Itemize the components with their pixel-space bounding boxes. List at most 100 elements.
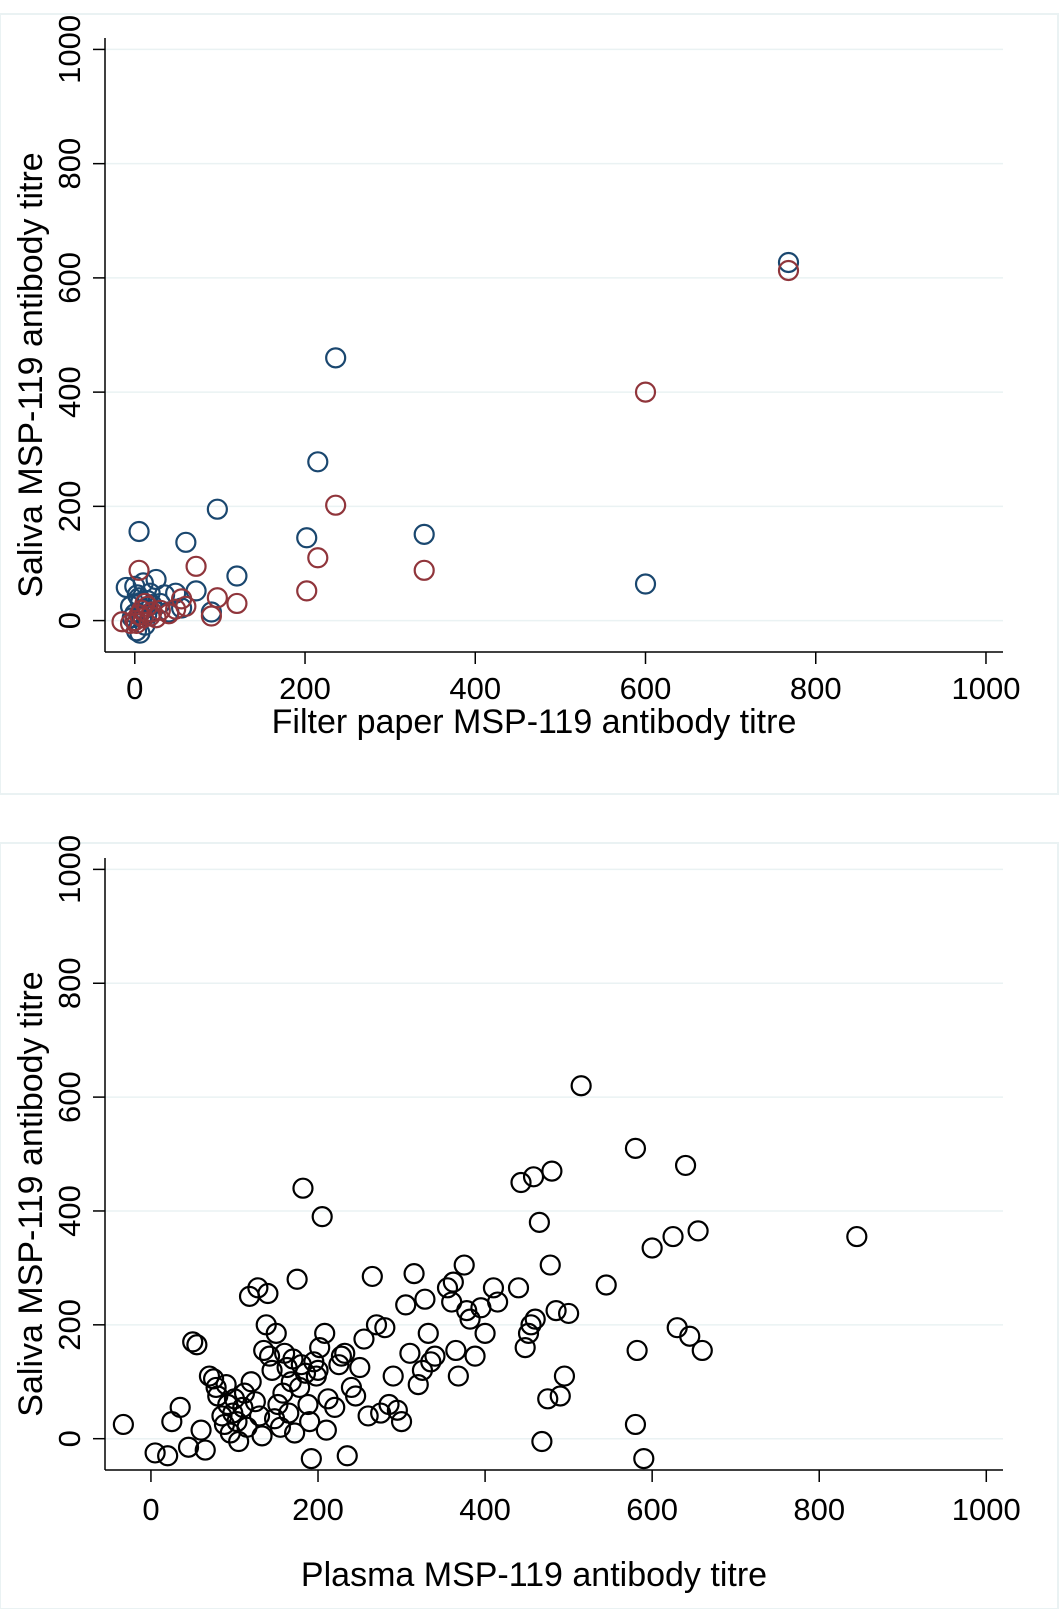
data-point-s0-91 (436, 1277, 459, 1299)
data-point-s0-101 (474, 1322, 496, 1344)
x-tick-label-600: 600 (620, 671, 672, 706)
data-point-s0-14 (211, 1405, 233, 1427)
x-axis-title: Filter paper MSP-119 antibody titre (272, 703, 797, 741)
data-point-s0-32 (253, 1339, 275, 1362)
data-point-s0-115 (541, 1160, 563, 1182)
data-point-s1-16 (124, 609, 146, 632)
data-point-s1-21 (119, 612, 142, 635)
y-ticks: 0 200 400 600 800 1000 (52, 15, 105, 629)
data-point-s0-66 (330, 1345, 353, 1367)
x-tick-label-1000: 1000 (952, 1492, 1021, 1527)
data-point-s0-106 (514, 1336, 536, 1359)
data-point-s0-48 (286, 1268, 308, 1290)
data-point-s0-49 (289, 1376, 311, 1399)
data-point-s1-12 (200, 605, 222, 627)
data-point-s0-36 (261, 1359, 283, 1381)
data-point-s0-116 (545, 1299, 567, 1322)
data-point-s0-81 (390, 1411, 413, 1433)
y-ticks: 0 200 400 600 800 1000 (52, 835, 105, 1447)
data-point-s0-88 (417, 1322, 439, 1344)
y-axis-title: Saliva MSP-119 antibody titre (12, 152, 50, 597)
data-point-s0-8 (190, 1419, 212, 1441)
data-point-s0-55 (300, 1448, 322, 1470)
data-point-s0-82 (395, 1294, 417, 1316)
data-point-s0-83 (399, 1342, 421, 1364)
data-point-s1-6 (128, 559, 150, 581)
y-tick-label-0: 0 (52, 612, 87, 629)
data-point-s0-3 (206, 498, 228, 520)
data-point-s0-110 (524, 1308, 546, 1330)
x-tick-label-800: 800 (793, 1492, 845, 1527)
data-point-s0-64 (324, 1396, 346, 1418)
x-ticks: 0 200 400 600 800 1000 (126, 652, 1020, 706)
data-point-s1-3 (307, 547, 329, 569)
data-point-s0-6 (182, 1331, 204, 1353)
data-point-s0-34 (257, 1282, 279, 1305)
data-point-s0-89 (420, 1351, 442, 1373)
x-tick-label-200: 200 (279, 671, 331, 706)
data-point-s0-0 (112, 1413, 134, 1436)
data-point-s0-127 (662, 1225, 684, 1248)
data-point-s0-96 (453, 1254, 475, 1276)
x-tick-label-400: 400 (459, 1492, 511, 1527)
data-point-s0-99 (464, 1345, 486, 1367)
y-tick-label-1000: 1000 (52, 835, 87, 904)
data-point-s0-93 (442, 1271, 464, 1293)
y-axis-title: Saliva MSP-119 antibody titre (12, 971, 50, 1416)
data-points (111, 251, 800, 644)
data-point-s1-27 (139, 605, 161, 627)
data-point-s0-7 (634, 573, 657, 595)
data-point-s0-8 (175, 531, 197, 553)
data-point-s0-3 (161, 1411, 183, 1433)
data-point-s0-72 (353, 1328, 375, 1350)
data-point-s0-119 (558, 1302, 580, 1325)
data-point-s0-53 (297, 1393, 319, 1416)
data-point-s0-29 (247, 1277, 269, 1299)
data-point-s0-123 (626, 1339, 648, 1362)
data-point-s0-60 (311, 1206, 333, 1228)
data-point-s0-9 (226, 565, 248, 587)
data-point-s0-65 (328, 1354, 350, 1376)
data-point-s0-113 (537, 1388, 559, 1410)
data-point-s0-7 (186, 1334, 208, 1356)
data-point-s0-59 (309, 1336, 331, 1359)
data-points (112, 1075, 868, 1470)
data-point-s0-54 (299, 1411, 321, 1433)
data-point-s0-73 (357, 1405, 379, 1427)
data-point-s0-9 (194, 1439, 216, 1461)
data-point-s0-71 (349, 1356, 371, 1379)
data-point-s1-9 (226, 592, 248, 615)
data-point-s0-133 (846, 1225, 868, 1248)
data-point-s0-85 (407, 1374, 429, 1396)
data-point-s0-10 (198, 1365, 221, 1387)
data-point-s0-38 (265, 1322, 287, 1344)
x-tick-label-600: 600 (626, 1492, 678, 1527)
data-point-s0-126 (641, 1237, 663, 1259)
plot-axes (104, 38, 1003, 653)
data-point-s0-4 (169, 1396, 191, 1418)
data-point-s0-120 (570, 1075, 592, 1097)
data-point-s0-131 (687, 1220, 709, 1242)
panel-frame-2 (0, 842, 1059, 1609)
data-point-s0-77 (374, 1317, 396, 1339)
x-tick-label-1000: 1000 (951, 671, 1020, 706)
y-tick-label-400: 400 (52, 366, 87, 418)
data-point-s0-118 (553, 1365, 576, 1387)
y-tick-label-1000: 1000 (52, 15, 87, 84)
data-point-s1-0 (777, 259, 800, 282)
data-point-s0-112 (531, 1430, 553, 1453)
x-axis-title: Plasma MSP-119 antibody titre (301, 1556, 767, 1594)
x-ticks: 0 200 400 600 800 1000 (142, 1470, 1021, 1527)
data-point-s0-117 (549, 1385, 571, 1407)
grid-lines (105, 48, 1003, 622)
data-point-s0-28 (244, 1391, 266, 1413)
data-point-s0-44 (278, 1402, 300, 1424)
x-tick-label-0: 0 (142, 1492, 159, 1527)
data-point-s0-80 (386, 1399, 408, 1421)
data-point-s0-111 (528, 1211, 550, 1233)
data-point-s0-75 (365, 1314, 388, 1336)
data-point-s0-121 (595, 1274, 617, 1296)
data-point-s0-84 (403, 1262, 425, 1285)
data-point-s0-6 (413, 523, 435, 545)
